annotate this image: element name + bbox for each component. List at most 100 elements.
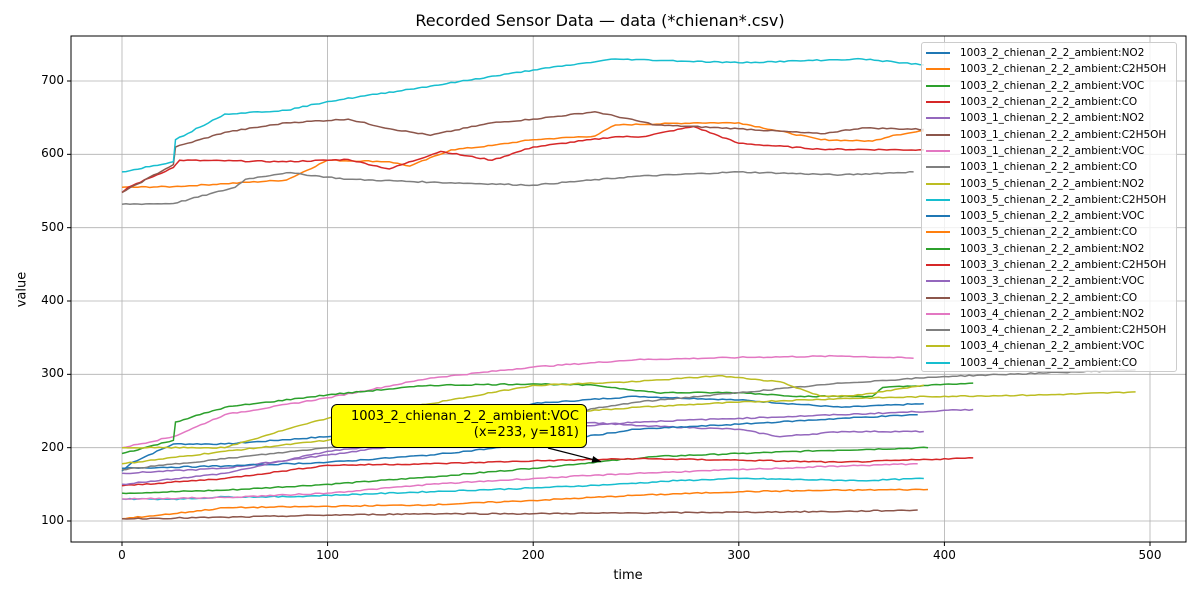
legend-swatch-icon: [926, 52, 950, 55]
series-line[interactable]: [121, 509, 918, 520]
legend-label: 1003_3_chienan_2_2_ambient:C2H5OH: [960, 259, 1167, 271]
legend-item[interactable]: 1003_3_chienan_2_2_ambient:CO: [922, 289, 1176, 305]
series-line[interactable]: [121, 375, 924, 449]
legend-swatch-icon: [926, 296, 950, 299]
legend-label: 1003_2_chienan_2_2_ambient:CO: [960, 96, 1138, 109]
legend-swatch-icon: [926, 312, 950, 315]
legend-label: 1003_3_chienan_2_2_ambient:NO2: [960, 242, 1145, 255]
legend-item[interactable]: 1003_4_chienan_2_2_ambient:C2H5OH: [922, 322, 1176, 338]
legend-swatch-icon: [926, 149, 950, 152]
legend-swatch-icon: [926, 280, 950, 283]
legend-label: 1003_5_chienan_2_2_ambient:CO: [960, 226, 1138, 239]
legend-item[interactable]: 1003_2_chienan_2_2_ambient:NO2: [922, 45, 1176, 61]
legend-swatch-icon: [926, 264, 950, 266]
y-tick-label: 300: [41, 366, 64, 381]
legend-label: 1003_5_chienan_2_2_ambient:NO2: [960, 177, 1145, 190]
series-line[interactable]: [121, 446, 929, 495]
legend-label: 1003_4_chienan_2_2_ambient:VOC: [960, 340, 1145, 353]
x-tick-label: 500: [1138, 548, 1162, 562]
legend-label: 1003_1_chienan_2_2_ambient:CO: [960, 161, 1138, 174]
annotation-coords: (x=233, y=181): [473, 425, 579, 440]
series-line[interactable]: [121, 354, 914, 449]
legend-label: 1003_1_chienan_2_2_ambient:VOC: [960, 144, 1145, 157]
chart-title: Recorded Sensor Data — data (*chienan*.c…: [415, 11, 785, 30]
legend-item[interactable]: 1003_2_chienan_2_2_ambient:C2H5OH: [922, 61, 1176, 77]
legend-item[interactable]: 1003_5_chienan_2_2_ambient:CO: [922, 224, 1176, 240]
legend-swatch-icon: [926, 198, 950, 201]
series-line[interactable]: [121, 456, 974, 487]
legend-item[interactable]: 1003_3_chienan_2_2_ambient:NO2: [922, 241, 1176, 257]
legend-swatch-icon: [926, 68, 950, 71]
legend-swatch-icon: [926, 329, 950, 332]
series-line[interactable]: [122, 463, 918, 500]
legend-item[interactable]: 1003_5_chienan_2_2_ambient:C2H5OH: [922, 192, 1176, 208]
y-tick-label: 700: [41, 73, 64, 87]
legend-swatch-icon: [926, 84, 950, 87]
annotation-arrow: [547, 447, 602, 463]
x-axis-label: time: [613, 568, 643, 583]
x-tick-label: 200: [521, 548, 545, 562]
y-tick-label: 200: [41, 439, 64, 454]
series-line[interactable]: [121, 125, 924, 194]
legend-item[interactable]: 1003_1_chienan_2_2_ambient:C2H5OH: [922, 126, 1176, 142]
legend-label: 1003_3_chienan_2_2_ambient:CO: [960, 291, 1138, 304]
legend-label: 1003_3_chienan_2_2_ambient:VOC: [960, 275, 1145, 288]
legend-label: 1003_4_chienan_2_2_ambient:C2H5OH: [960, 324, 1167, 337]
legend-label: 1003_4_chienan_2_2_ambient:CO: [960, 356, 1138, 369]
x-tick-label: 100: [316, 548, 340, 562]
legend-label: 1003_1_chienan_2_2_ambient:NO2: [960, 112, 1145, 125]
legend-item[interactable]: 1003_5_chienan_2_2_ambient:NO2: [922, 175, 1176, 191]
legend-swatch-icon: [926, 231, 950, 234]
legend-item[interactable]: 1003_5_chienan_2_2_ambient:VOC: [922, 208, 1176, 224]
y-tick-label: 500: [41, 219, 64, 234]
series-lines: [121, 57, 1136, 520]
series-line[interactable]: [121, 170, 914, 206]
x-tick-label: 400: [932, 548, 956, 562]
legend-label: 1003_5_chienan_2_2_ambient:C2H5OH: [960, 193, 1167, 206]
legend-item[interactable]: 1003_1_chienan_2_2_ambient:CO: [922, 159, 1176, 175]
legend-item[interactable]: 1003_4_chienan_2_2_ambient:VOC: [922, 338, 1176, 354]
legend-swatch-icon: [926, 117, 950, 120]
legend-label: 1003_4_chienan_2_2_ambient:NO2: [960, 307, 1145, 320]
legend-label: 1003_2_chienan_2_2_ambient:VOC: [960, 79, 1145, 92]
tick-marks: [67, 80, 1151, 546]
series-line[interactable]: [121, 57, 924, 173]
legend-swatch-icon: [926, 182, 950, 185]
axes-frame: [70, 35, 1187, 543]
legend-label: 1003_2_chienan_2_2_ambient:NO2: [960, 47, 1145, 60]
hover-annotation: 1003_2_chienan_2_2_ambient:VOC (x=233, y…: [331, 404, 587, 448]
legend-item[interactable]: 1003_3_chienan_2_2_ambient:C2H5OH: [922, 257, 1176, 273]
series-line[interactable]: [121, 477, 924, 501]
y-tick-label: 600: [41, 146, 64, 161]
y-tick-label: 400: [41, 293, 64, 307]
annotation-arrowhead: [591, 455, 602, 463]
legend-swatch-icon: [926, 215, 950, 218]
x-tick-label: 0: [118, 548, 126, 562]
legend-item[interactable]: 1003_2_chienan_2_2_ambient:VOC: [922, 78, 1176, 94]
x-tick-label: 300: [727, 548, 751, 562]
legend-item[interactable]: 1003_4_chienan_2_2_ambient:CO: [922, 355, 1176, 371]
legend-item[interactable]: 1003_4_chienan_2_2_ambient:NO2: [922, 306, 1176, 322]
series-line[interactable]: [121, 111, 924, 194]
y-tick-label: 100: [41, 513, 64, 527]
legend-item[interactable]: 1003_1_chienan_2_2_ambient:NO2: [922, 110, 1176, 126]
legend-swatch-icon: [926, 133, 950, 136]
legend-item[interactable]: 1003_1_chienan_2_2_ambient:VOC: [922, 143, 1176, 159]
legend: 1003_2_chienan_2_2_ambient:NO2 1003_2_chi…: [921, 42, 1177, 372]
legend-swatch-icon: [926, 345, 950, 348]
legend-swatch-icon: [926, 166, 950, 169]
legend-label: 1003_5_chienan_2_2_ambient:VOC: [960, 210, 1145, 223]
series-line[interactable]: [121, 121, 924, 189]
legend-swatch-icon: [926, 247, 950, 250]
legend-label: 1003_1_chienan_2_2_ambient:C2H5OH: [960, 128, 1167, 141]
legend-label: 1003_2_chienan_2_2_ambient:C2H5OH: [960, 63, 1167, 76]
y-axis-label: value: [14, 271, 30, 308]
annotation-series-name: 1003_2_chienan_2_2_ambient:VOC: [350, 409, 579, 424]
series-line[interactable]: [121, 391, 1136, 465]
series-line[interactable]: [121, 488, 929, 520]
series-line[interactable]: [121, 369, 1136, 471]
legend-swatch-icon: [926, 101, 950, 104]
legend-item[interactable]: 1003_2_chienan_2_2_ambient:CO: [922, 94, 1176, 110]
legend-item[interactable]: 1003_3_chienan_2_2_ambient:VOC: [922, 273, 1176, 289]
